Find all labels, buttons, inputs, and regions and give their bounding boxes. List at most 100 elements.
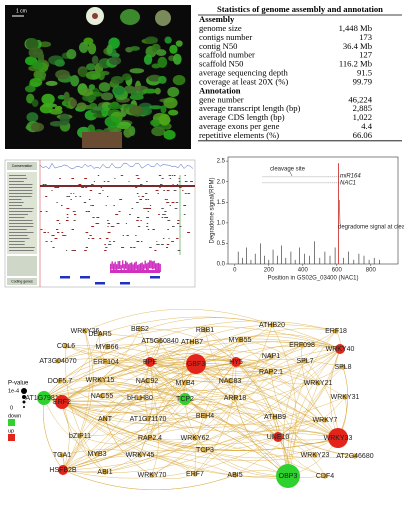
node: [315, 380, 321, 386]
node: [102, 469, 108, 475]
expression-bar: [156, 263, 158, 272]
track-dot: [167, 229, 169, 230]
leaf: [160, 105, 167, 114]
edge: [277, 396, 346, 438]
label-line: [9, 226, 34, 227]
track-dot: [149, 208, 151, 209]
track-dot: [75, 196, 77, 197]
leaf: [49, 120, 64, 127]
edge: [105, 320, 337, 363]
node: [145, 416, 151, 422]
expression-bar: [126, 262, 128, 271]
track-dot: [176, 238, 179, 239]
edge: [65, 345, 106, 473]
leaf: [129, 46, 140, 51]
label-col: [7, 172, 37, 254]
edge: [61, 389, 339, 439]
edge: [139, 345, 341, 399]
legend-size: [21, 388, 27, 394]
leaf: [63, 91, 70, 103]
track-dot: [51, 235, 54, 236]
node: [137, 452, 143, 458]
leaf: [91, 73, 100, 79]
track-dot: [135, 235, 137, 236]
edge: [61, 401, 289, 477]
track-dot: [161, 178, 164, 179]
leaf: [110, 75, 124, 85]
track-dot: [145, 208, 149, 209]
row-label: scaffold number: [199, 50, 255, 60]
track-dot: [81, 187, 85, 188]
track-dot: [52, 235, 55, 236]
node: [322, 417, 328, 423]
cleavage-pointer: [289, 171, 293, 177]
node-label: UNE10: [267, 434, 290, 441]
node-label: BEH4: [196, 413, 214, 420]
node: [299, 342, 305, 348]
node: [302, 358, 308, 364]
track-dot: [103, 181, 106, 182]
node-label: WRKY21: [304, 380, 333, 387]
track-dot: [172, 226, 175, 227]
track-dot: [157, 193, 159, 194]
track-dot: [159, 184, 163, 185]
node: [82, 328, 88, 334]
expression-bar: [113, 263, 115, 272]
edge: [61, 401, 316, 461]
label-line: [9, 229, 27, 230]
node: [202, 413, 208, 419]
node-label: OBP3: [279, 473, 298, 480]
track-dot: [171, 175, 174, 176]
row-label: scaffold N50: [199, 59, 243, 69]
x-tick-label: 800: [366, 268, 377, 274]
y-tick-label: 1.0: [217, 220, 226, 226]
node-label: HY5: [229, 359, 243, 366]
section-heading: Assembly: [199, 14, 235, 24]
track-dot: [168, 202, 170, 203]
leaf: [35, 70, 47, 80]
edge: [149, 437, 206, 452]
track-dot: [89, 235, 92, 236]
leaf: [83, 37, 94, 45]
edge: [62, 469, 236, 490]
degradome-plot: 0.0 0.5 1.0 1.5 2.0 2.5 0 200 400 600 800 Degradome…: [210, 156, 404, 282]
edge: [65, 345, 206, 417]
track-dot: [66, 214, 69, 215]
edge: [184, 348, 341, 400]
edge: [99, 333, 339, 439]
edge: [204, 437, 339, 459]
node: [144, 378, 150, 384]
track-dot: [128, 181, 130, 182]
label-line: [9, 208, 34, 209]
node: [97, 377, 103, 383]
track-dot: [54, 187, 58, 188]
track-dot: [136, 202, 139, 203]
edge: [195, 363, 276, 418]
edge: [104, 355, 272, 473]
node-label: ERF7: [186, 471, 204, 478]
node-label: ERF18: [325, 328, 347, 335]
edge: [234, 348, 341, 399]
node-label: NAP1: [262, 353, 280, 360]
x-tick-label: 0: [233, 268, 237, 274]
node: [102, 416, 108, 422]
expression-bar: [129, 262, 131, 271]
track-dot: [62, 235, 66, 236]
expression-bar: [158, 262, 160, 271]
node: [137, 326, 143, 332]
node: [202, 327, 208, 333]
track-dot: [143, 208, 146, 209]
track-dot: [158, 244, 160, 245]
leaf: [87, 42, 97, 55]
section-heading: Annotation: [199, 85, 241, 95]
track-dot: [95, 223, 98, 224]
y-tick-label: 2.5: [217, 159, 226, 165]
edge: [99, 341, 193, 381]
node: [157, 338, 163, 344]
x-axis-label: Position in GS02G_03400 (NAC1): [267, 276, 358, 282]
expression-bar: [152, 261, 154, 270]
leaf: [59, 113, 70, 126]
node: [104, 344, 110, 350]
node-label: TGA1: [53, 452, 71, 459]
track-dot: [121, 247, 125, 248]
